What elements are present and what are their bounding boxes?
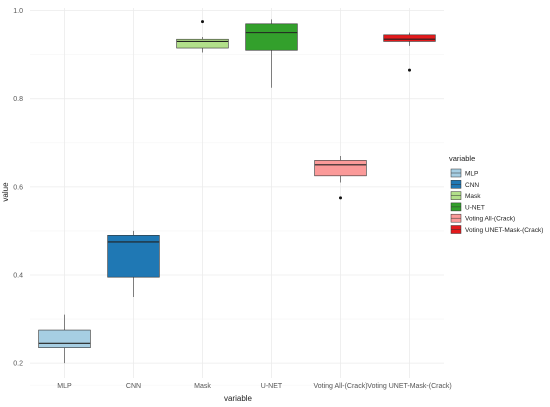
legend-title: variable (449, 154, 475, 163)
box-body (38, 329, 91, 348)
legend: variable MLP CNN Mask U-NET Voting All-(Crac… (449, 154, 543, 234)
x-tick-label: CNN (126, 383, 141, 390)
y-tick-label: 0.8 (13, 96, 23, 103)
y-tick-label: 0.4 (13, 272, 23, 279)
y-tick-label: 0.6 (13, 184, 23, 191)
y-tick-label: 0.2 (13, 361, 23, 368)
box-body (383, 34, 436, 42)
outlier-point (339, 196, 342, 200)
box-mask (176, 20, 229, 53)
grid-lines (30, 8, 444, 386)
x-tick-label: Mask (194, 383, 211, 390)
legend-label: Mask (465, 193, 481, 200)
y-axis: 0.2 0.4 0.6 0.8 1.0 (13, 8, 23, 368)
legend-label: CNN (465, 182, 479, 189)
box-cnn (107, 230, 160, 297)
y-tick-label: 1.0 (13, 8, 23, 15)
outlier-point (201, 20, 204, 24)
box-mlp (38, 314, 91, 364)
x-axis: MLP CNN Mask U-NET Voting All-(Crack) Voting … (57, 383, 451, 390)
box-voting-unet-mask-crack (383, 32, 436, 72)
box-u-net (245, 19, 298, 88)
box-body (176, 38, 229, 49)
outlier-point (408, 68, 411, 72)
box-body (245, 23, 298, 51)
box-body (314, 160, 367, 177)
x-tick-label: Voting UNET-Mask-(Crack) (367, 383, 451, 390)
legend-label: U-NET (465, 204, 485, 211)
legend-label: Voting All-(Crack) (465, 216, 515, 223)
x-tick-label: MLP (57, 383, 72, 390)
x-tick-label: U-NET (261, 383, 283, 390)
box-series (38, 19, 436, 364)
box-voting-all-crack (314, 156, 367, 200)
legend-label: Voting UNET-Mask-(Crack) (465, 227, 543, 234)
y-axis-title: value (1, 182, 10, 202)
x-axis-title: variable (224, 394, 253, 403)
x-tick-label: Voting All-(Crack) (313, 383, 367, 390)
legend-label: MLP (465, 171, 478, 178)
